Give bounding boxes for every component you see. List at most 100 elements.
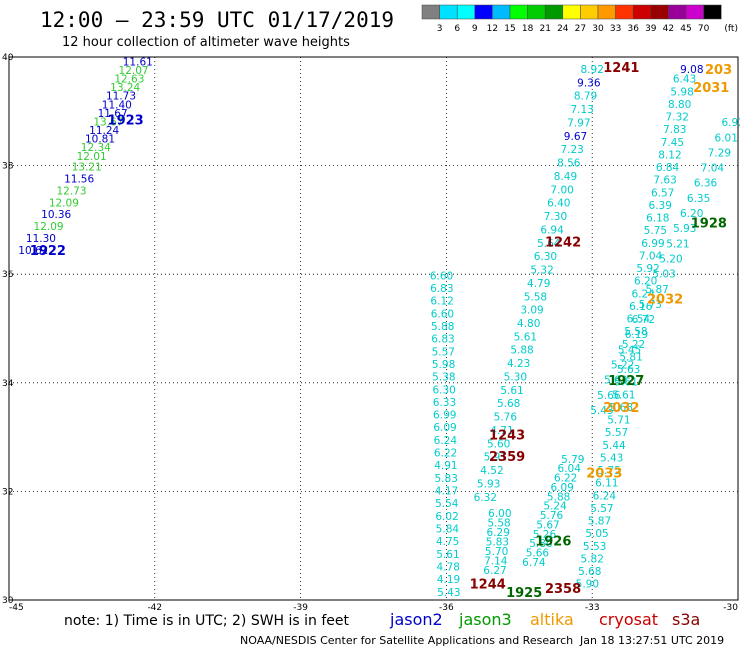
track-value: 5.63 <box>604 375 627 387</box>
colorbar-swatch <box>597 4 616 20</box>
track-value: 5.87 <box>645 284 668 296</box>
colorbar-swatch <box>668 4 687 20</box>
track-value: 6.11 <box>595 478 618 490</box>
colorbar-swatch <box>474 4 493 20</box>
track-value: 8.79 <box>574 91 597 103</box>
colorbar-tick: 15 <box>504 24 515 34</box>
track-value: 5.83 <box>486 537 509 549</box>
track-value: 5.58 <box>524 291 547 303</box>
track-value: 6.22 <box>554 473 577 485</box>
track-value: 5.63 <box>617 364 640 376</box>
colorbar-tick: 70 <box>698 24 710 34</box>
colorbar-swatch <box>492 4 511 20</box>
track-value: 6.43 <box>673 74 696 86</box>
footer-note: note: 1) Time is in UTC; 2) SWH is in fe… <box>64 613 350 629</box>
track-value: 5.60 <box>487 438 510 450</box>
pass-label: 1925 <box>506 586 542 601</box>
track-value: 6.24 <box>434 435 458 447</box>
track-value: 5.03 <box>652 269 675 281</box>
track-value: 5.98 <box>432 359 455 371</box>
track-value: 7.13 <box>570 104 593 116</box>
colorbar-tick: 6 <box>454 24 460 34</box>
colorbar-swatch <box>421 4 440 20</box>
track-value: 11.73 <box>106 91 136 103</box>
track-value: 10.81 <box>85 134 115 146</box>
track-value: 6.83 <box>430 283 453 295</box>
pass-label: 1244 <box>470 578 506 593</box>
track-value: 5.93 <box>477 478 500 490</box>
track-value: 6.24 <box>632 288 656 300</box>
track-value: 9.08 <box>680 64 703 76</box>
track-value: 5.68 <box>497 398 520 410</box>
track-value: 6.99 <box>433 410 456 422</box>
track-value: 5.43 <box>590 405 613 417</box>
track-value: 5.38 <box>432 372 455 384</box>
plot-area <box>8 56 739 601</box>
track-value: 7.32 <box>666 112 689 124</box>
track-value: 5.92 <box>636 263 659 275</box>
track-value: 5.88 <box>547 491 570 503</box>
track-value: 5.61 <box>500 385 523 397</box>
track-value: 5.57 <box>432 346 455 358</box>
x-tick-label: -42 <box>147 603 162 613</box>
track-value: 5.76 <box>540 510 564 522</box>
track-value: 6.01 <box>715 132 738 144</box>
track-value: 11.40 <box>102 99 132 111</box>
track-value: 5.61 <box>612 389 635 401</box>
track-value: 6.22 <box>434 448 457 460</box>
colorbar-tick: 18 <box>522 24 534 34</box>
x-tick-label: -36 <box>439 603 454 613</box>
track-value: 6.02 <box>435 511 458 523</box>
colorbar-tick: 3 <box>437 24 443 34</box>
pass-label: 1926 <box>535 534 571 549</box>
track-value: 5.58 <box>487 518 510 530</box>
track-value: 12.63 <box>114 74 144 86</box>
track-value: 12.34 <box>81 142 111 154</box>
track-value: 5.88 <box>431 321 454 333</box>
colorbar-swatch <box>615 4 634 20</box>
x-tick-label: -30 <box>723 603 738 613</box>
colorbar-swatch <box>632 4 652 20</box>
track-value: 7.00 <box>550 184 573 196</box>
track-value: 6.18 <box>646 213 669 225</box>
colorbar-swatch <box>456 4 476 20</box>
track-value: 6.83 <box>431 334 454 346</box>
track-value: 11.67 <box>98 108 128 120</box>
track-value: 5.43 <box>600 452 623 464</box>
track-value: 9.36 <box>577 77 601 89</box>
y-tick-label: 40 <box>2 53 14 63</box>
track-value: 5.67 <box>536 519 559 531</box>
legend-jason2: jason2 <box>389 610 443 629</box>
track-value: 6.33 <box>433 397 456 409</box>
track-value: 6.36 <box>694 178 718 190</box>
track-value: 6.60 <box>430 270 453 282</box>
track-value: 5.90 <box>576 579 599 591</box>
track-value: 6.20 <box>680 208 703 220</box>
track-value: 5.84 <box>436 524 460 536</box>
track-value: 5.66 <box>526 548 550 560</box>
track-value: 6.27 <box>483 565 506 577</box>
track-value: 5.22 <box>622 339 645 351</box>
colorbar-swatch <box>580 4 599 20</box>
pass-labels: 1923 1922 1241 203 2031 1242 1928 2032 1927 2032 1… <box>30 61 732 601</box>
track-value: 6.35 <box>687 193 710 205</box>
track-value: 5.57 <box>605 427 628 439</box>
track-value: 6.12 <box>430 296 453 308</box>
y-tick-label: 38 <box>2 162 14 172</box>
pass-label: 1928 <box>691 217 727 232</box>
colorbar-swatch <box>439 4 458 20</box>
track-value: 5.61 <box>615 377 638 389</box>
track-value: 7.83 <box>663 124 686 136</box>
track-value: 7.23 <box>560 144 583 156</box>
track-value: 5.88 <box>510 345 533 357</box>
track-value: 5.57 <box>590 503 613 515</box>
track-value: 10.36 <box>41 209 71 221</box>
track-value: 4.91 <box>434 460 457 472</box>
track-value: 8.80 <box>668 99 691 111</box>
track-value: 12.07 <box>119 65 149 77</box>
track-value: 11.24 <box>89 125 119 137</box>
colorbar-tick: 30 <box>592 24 604 34</box>
legend-cryosat: cryosat <box>599 610 658 629</box>
track-value: 12.09 <box>49 197 79 209</box>
track-value: 7.63 <box>653 175 676 187</box>
